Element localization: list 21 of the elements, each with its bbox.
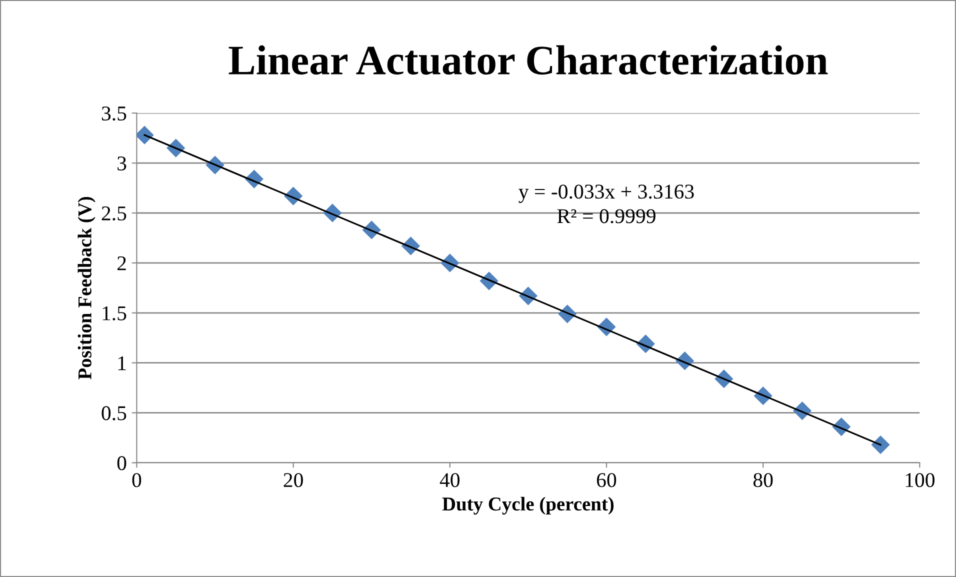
y-tick-label: 3.5 <box>102 106 126 121</box>
annotation: R² = 0.9999 <box>557 209 656 224</box>
y-tick-label: 1.5 <box>102 306 126 320</box>
point <box>136 126 154 144</box>
y-tick-label: 0.5 <box>102 406 126 420</box>
x-tick-label: 100 <box>906 473 935 488</box>
annotation: y = -0.033x + 3.3163 <box>518 184 694 203</box>
x-axis-title: Duty Cycle (percent) <box>442 496 614 515</box>
y-tick-label: 0 <box>117 456 126 470</box>
y-axis-title: Position Feedback (V) <box>78 196 96 380</box>
x-tick-label: 40 <box>440 473 460 488</box>
point <box>871 435 890 454</box>
y-tick-label: 3 <box>118 156 126 170</box>
x-tick-label: 20 <box>284 473 303 488</box>
x-tick-label: 60 <box>596 473 616 488</box>
y-tick-label: 1 <box>118 356 126 370</box>
y-tick-label: 2 <box>117 256 126 270</box>
x-tick-label: 0 <box>132 473 142 488</box>
x-tick-label: 80 <box>753 473 773 488</box>
y-tick-label: 2.5 <box>102 206 126 221</box>
chart-title: Linear Actuator Characterization <box>228 45 828 75</box>
